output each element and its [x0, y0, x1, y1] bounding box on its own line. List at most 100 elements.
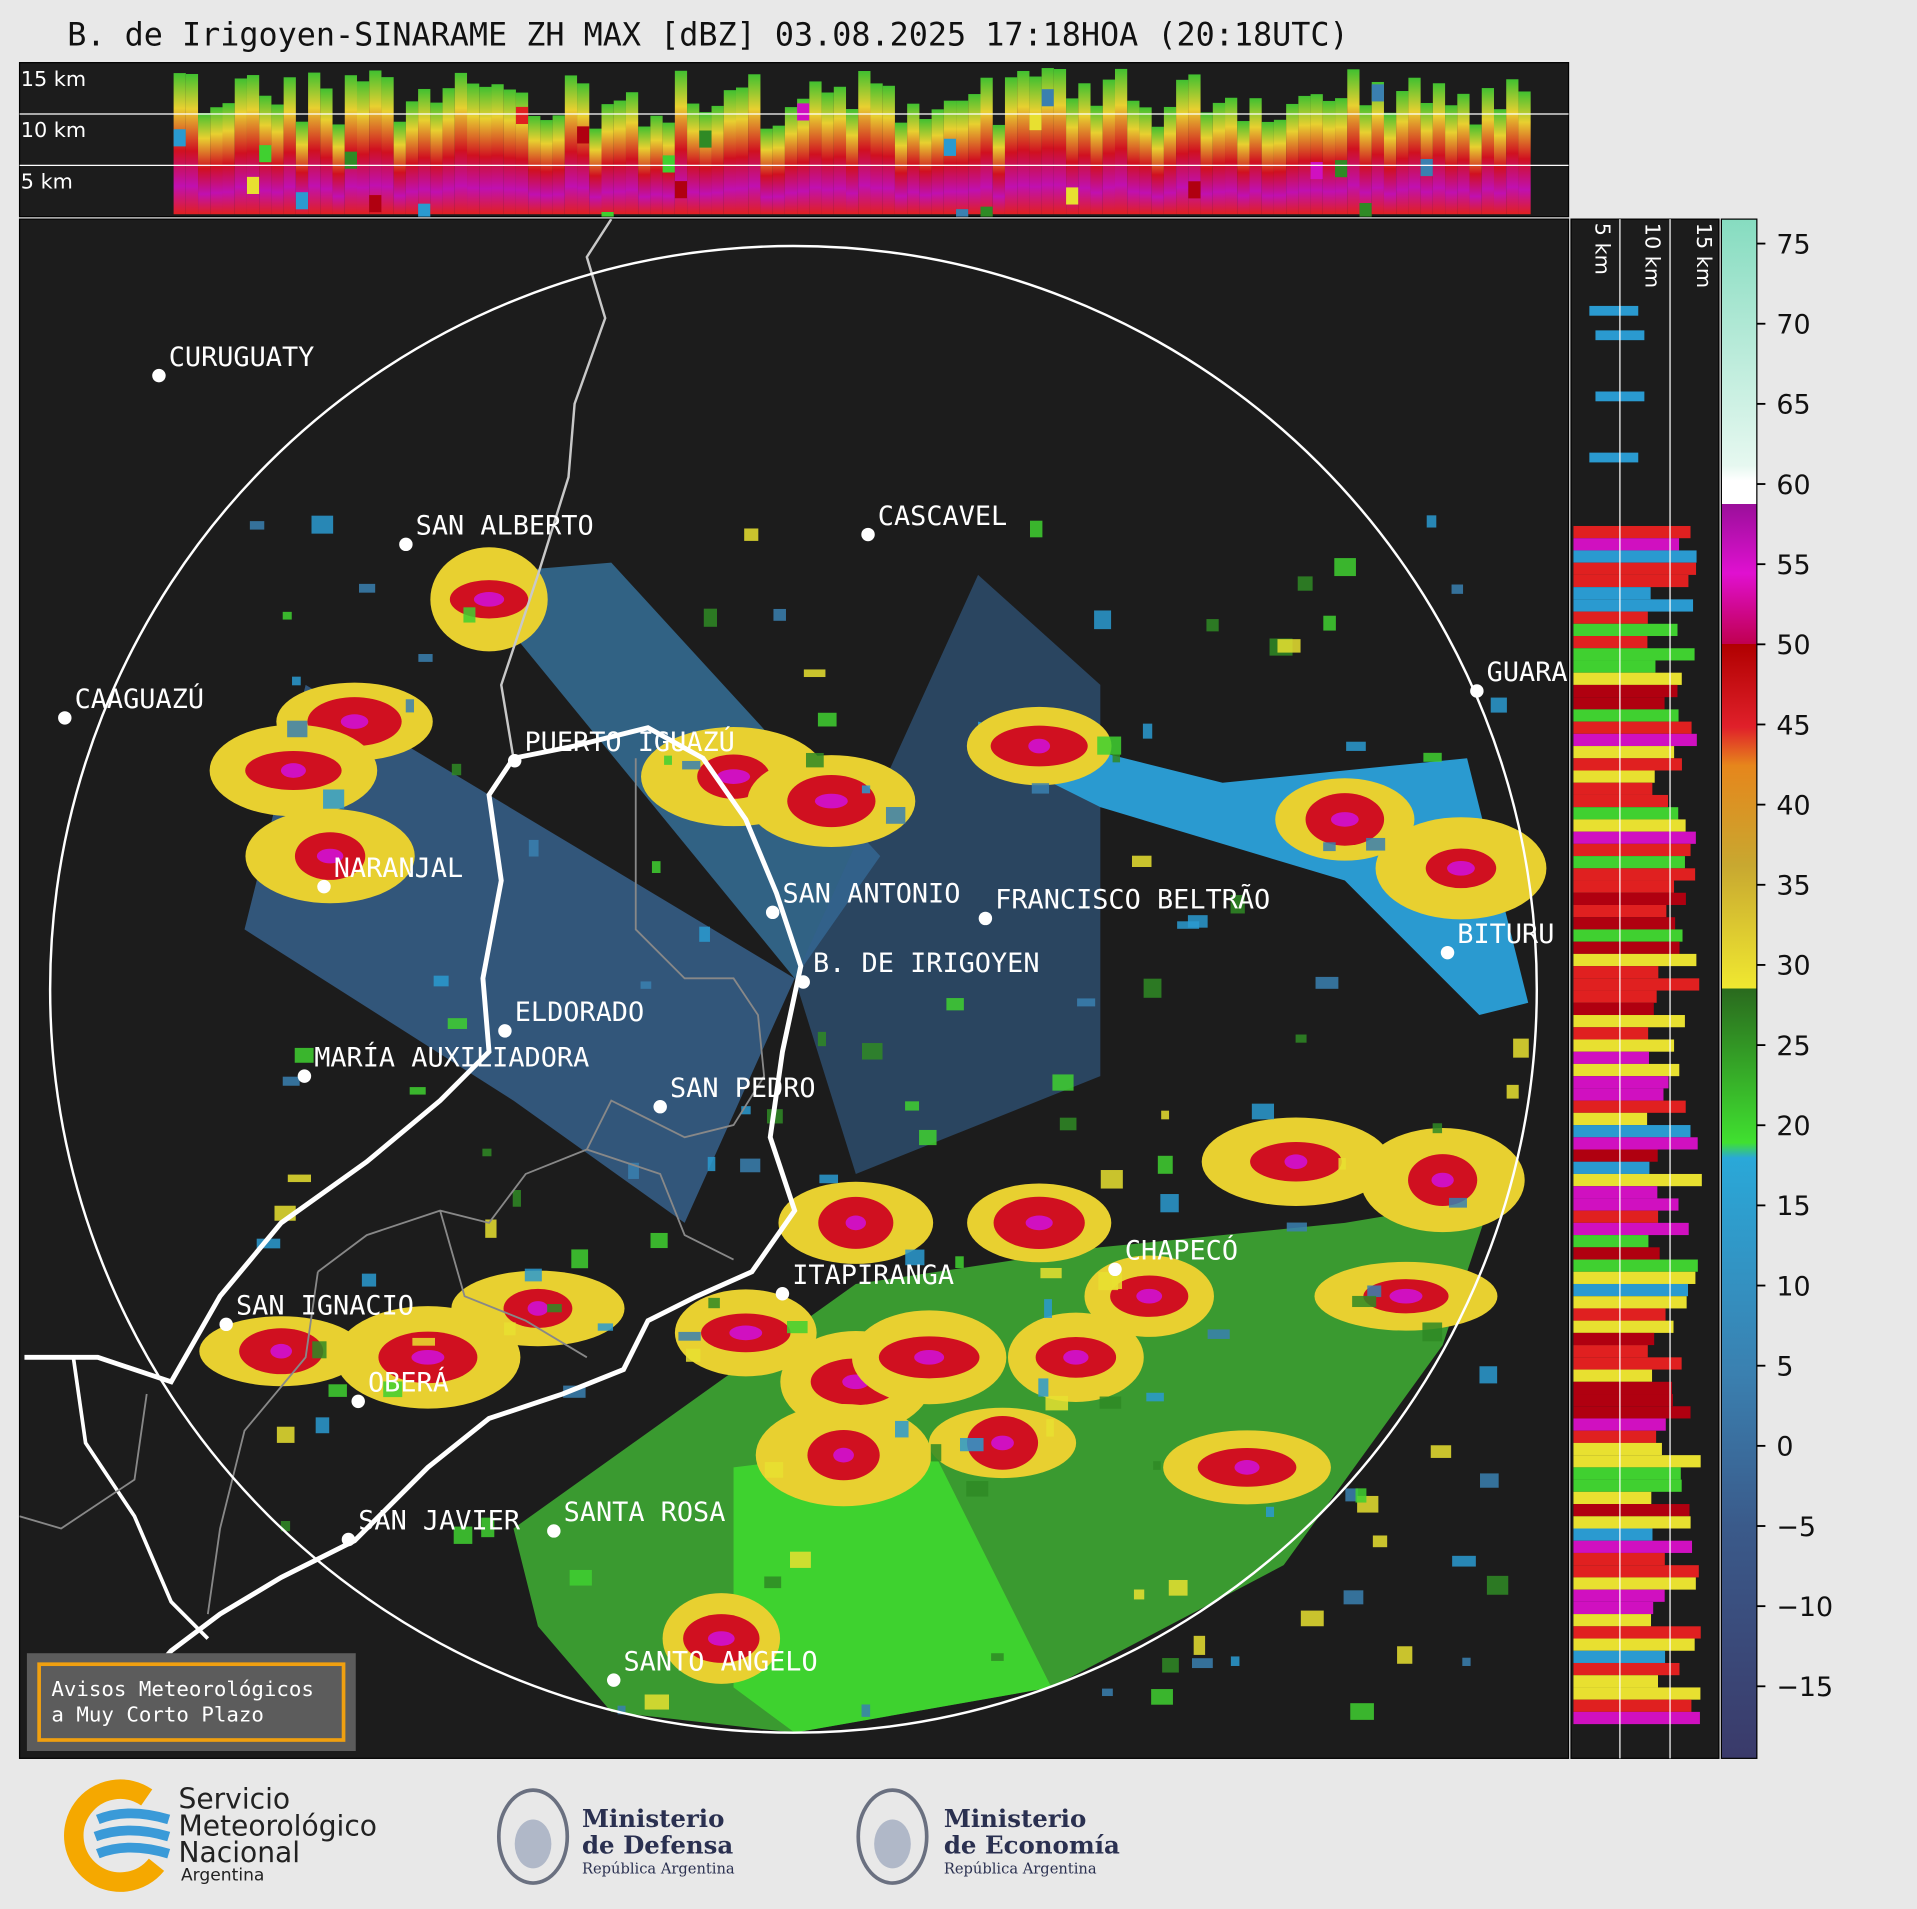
echo-pixel [447, 1018, 468, 1029]
echo-column [699, 130, 712, 148]
echo-column [356, 81, 370, 215]
echo-column [1004, 77, 1018, 215]
echo-pixel [1265, 1506, 1275, 1517]
colorbar-label: 60 [1776, 470, 1810, 501]
echo-cell [1284, 1154, 1308, 1170]
echo-pixel [1191, 1658, 1213, 1669]
echo-row [1573, 746, 1675, 759]
echo-pixel [1343, 1590, 1364, 1605]
echo-column [735, 87, 749, 215]
echo-pixel [1506, 1084, 1519, 1099]
echo-row [1573, 1100, 1686, 1113]
echo-row [1573, 1235, 1649, 1248]
echo-pixel [485, 1219, 497, 1238]
echo-column [1286, 103, 1299, 215]
echo-column [1383, 112, 1397, 215]
echo-row [1573, 892, 1686, 905]
echo-column [1408, 77, 1421, 215]
echo-pixel [1355, 1488, 1367, 1503]
echo-column [943, 138, 957, 156]
echo-row [1573, 1271, 1696, 1284]
echo-row [1573, 758, 1682, 771]
echo-column [295, 192, 309, 210]
echo-row [1573, 1406, 1691, 1419]
echo-column [271, 104, 284, 215]
echo-pixel [287, 1174, 311, 1183]
echo-column [222, 103, 235, 215]
echo-column [1506, 79, 1519, 215]
echo-column [638, 126, 651, 215]
echo-pixel [1297, 576, 1313, 591]
echo-pixel [1366, 837, 1386, 851]
echo-cell [316, 848, 344, 864]
echo-pixel [803, 669, 826, 678]
range-ring [48, 244, 1539, 1734]
echo-pixel [287, 720, 308, 738]
city-dot [765, 905, 780, 920]
echo-pixel [764, 1576, 782, 1589]
echo-row [1573, 525, 1691, 539]
echo-row [1573, 636, 1648, 649]
echo-pixel [1038, 1378, 1049, 1397]
echo-row [1573, 587, 1651, 600]
colorbar-label: 30 [1776, 951, 1810, 982]
city-label: SAN PEDRO [670, 1073, 816, 1104]
warning-box[interactable] [26, 1653, 356, 1752]
echo-row [1573, 880, 1675, 893]
echo-row [1573, 1504, 1690, 1517]
echo-pixel [1094, 610, 1112, 630]
echo-pixel [282, 1076, 300, 1086]
echo-row [1573, 538, 1680, 551]
echo-column [1029, 76, 1042, 215]
echo-row [1573, 1161, 1650, 1174]
echo-pixel [650, 1232, 668, 1249]
echo-column [943, 100, 957, 215]
height-label: 5 km [21, 170, 73, 194]
echo-row [1573, 1479, 1682, 1492]
city-label: CASCAVEL [878, 501, 1007, 532]
echo-column [870, 83, 883, 215]
echo-column [210, 107, 223, 215]
echo-pixel [651, 861, 661, 874]
echo-pixel [1077, 998, 1096, 1007]
echo-row [1573, 1455, 1701, 1468]
echo-row [1573, 1357, 1682, 1370]
echo-pixel [1112, 1270, 1123, 1289]
echo-pixel [1151, 1689, 1173, 1705]
echo-column [1090, 105, 1103, 215]
city-dot [152, 368, 166, 383]
echo-pixel [819, 1174, 839, 1184]
echo-cell [1028, 738, 1051, 754]
echo-pixel [1372, 1535, 1388, 1548]
echo-row [1573, 868, 1696, 881]
echo-pixel [412, 1337, 435, 1346]
echo-row [1573, 1002, 1654, 1016]
title: B. de Irigoyen-SINARAME ZH MAX [dBZ] 03.… [67, 18, 1348, 54]
colorbar-label: 10 [1776, 1271, 1810, 1302]
smn-logo: Servicio Meteorológico Nacional Argentin… [64, 1779, 377, 1892]
city-dot [775, 1287, 790, 1301]
echo-pixel [571, 1249, 589, 1269]
echo-row [1573, 562, 1697, 575]
echo-column [1200, 112, 1213, 215]
city-dot [297, 1069, 312, 1083]
echo-row [1573, 819, 1686, 832]
echo-column [748, 74, 761, 215]
echo-pixel [280, 1520, 291, 1532]
echo-row [1573, 1039, 1675, 1052]
echo-column [662, 155, 675, 173]
echo-column [1322, 100, 1336, 215]
echo-row [1589, 305, 1639, 316]
echo-column [503, 89, 516, 215]
echo-pixel [1323, 615, 1336, 631]
echo-row [1573, 1601, 1654, 1615]
echo-pixel [1031, 783, 1050, 794]
city-dot [498, 1024, 512, 1038]
echo-column [772, 125, 785, 215]
echo-column [809, 81, 822, 215]
city-label: SAN JAVIER [358, 1506, 521, 1537]
logo-text: Argentina [181, 1866, 264, 1886]
echo-pixel [409, 1087, 426, 1095]
echo-column [430, 102, 443, 215]
